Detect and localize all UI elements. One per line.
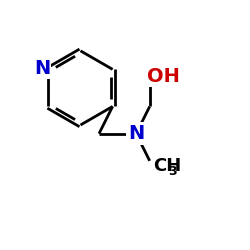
Text: CH: CH (153, 157, 181, 175)
Text: OH: OH (147, 67, 180, 86)
Text: 3: 3 (168, 165, 177, 178)
Text: N: N (34, 59, 50, 78)
Text: N: N (128, 124, 144, 143)
